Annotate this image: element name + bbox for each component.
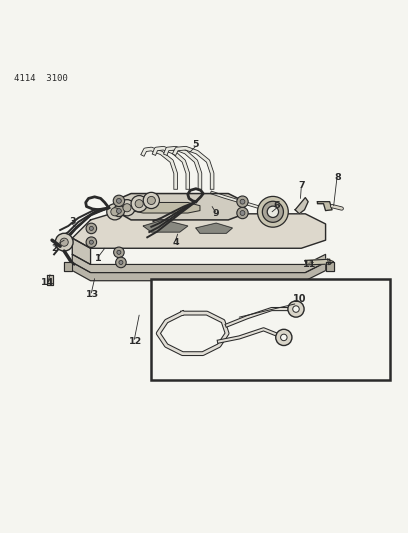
Circle shape	[117, 251, 121, 254]
Polygon shape	[305, 259, 330, 265]
Text: 7: 7	[298, 181, 304, 190]
Text: 10: 10	[293, 294, 306, 304]
Text: 12: 12	[129, 337, 142, 346]
Circle shape	[135, 200, 143, 208]
Circle shape	[240, 199, 245, 204]
Polygon shape	[317, 201, 332, 211]
Text: 6: 6	[274, 201, 280, 210]
Circle shape	[119, 200, 135, 216]
Text: 4114  3100: 4114 3100	[13, 74, 67, 83]
Polygon shape	[72, 254, 326, 272]
Text: 14: 14	[41, 278, 55, 287]
Circle shape	[237, 207, 248, 219]
Circle shape	[89, 227, 93, 230]
Circle shape	[293, 306, 299, 312]
Polygon shape	[295, 198, 308, 214]
Text: 11: 11	[303, 260, 316, 269]
Polygon shape	[143, 220, 188, 232]
Circle shape	[288, 301, 304, 317]
Circle shape	[237, 196, 248, 207]
Polygon shape	[47, 274, 53, 285]
Polygon shape	[131, 203, 200, 213]
Circle shape	[55, 233, 73, 251]
Circle shape	[116, 198, 121, 203]
Circle shape	[114, 247, 124, 257]
Text: 2: 2	[51, 244, 58, 253]
Bar	[151, 279, 390, 380]
Text: 13: 13	[86, 290, 99, 300]
Polygon shape	[117, 193, 244, 220]
Polygon shape	[196, 223, 233, 233]
Circle shape	[60, 238, 68, 246]
Text: 9: 9	[213, 209, 220, 219]
Circle shape	[113, 205, 124, 216]
Circle shape	[113, 195, 124, 206]
Text: 1: 1	[95, 254, 102, 263]
Polygon shape	[72, 238, 91, 264]
Text: 5: 5	[193, 140, 199, 149]
Circle shape	[262, 201, 284, 222]
Polygon shape	[326, 262, 334, 271]
Circle shape	[115, 257, 126, 268]
Circle shape	[276, 329, 292, 345]
Circle shape	[131, 196, 147, 212]
Circle shape	[240, 211, 245, 215]
Circle shape	[116, 208, 121, 213]
Text: 3: 3	[69, 217, 75, 227]
Circle shape	[119, 261, 123, 264]
Circle shape	[267, 206, 279, 217]
Circle shape	[123, 204, 131, 212]
Circle shape	[147, 196, 155, 205]
Circle shape	[257, 196, 288, 227]
Circle shape	[86, 237, 97, 247]
Circle shape	[89, 240, 93, 244]
Polygon shape	[328, 259, 334, 265]
Circle shape	[107, 204, 123, 220]
Polygon shape	[64, 262, 72, 271]
Circle shape	[281, 334, 287, 341]
Text: 8: 8	[334, 173, 341, 182]
Circle shape	[143, 192, 160, 208]
Circle shape	[111, 208, 119, 216]
Polygon shape	[72, 214, 326, 248]
Text: 4: 4	[172, 238, 179, 247]
Circle shape	[86, 223, 97, 233]
Polygon shape	[72, 262, 326, 281]
